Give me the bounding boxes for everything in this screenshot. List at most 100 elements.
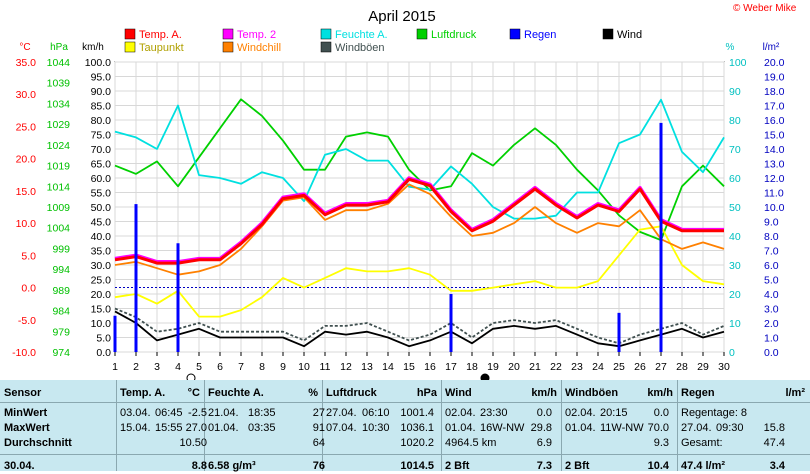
x-tick-label: 6 [217,361,223,373]
wind-cell: 0.0 [536,407,552,419]
rain-tick-label: 8.0 [764,231,779,243]
feuchte-cell [208,436,278,451]
feuchte-cell: 76 [312,460,325,472]
rain-tick-label: 18.0 [764,86,785,98]
wind-tick-label: 45.0 [91,217,112,229]
sensor-header: Sensor [4,387,42,399]
windboeen-cell [565,436,635,451]
wind-tick-label: 70.0 [91,144,112,156]
rain-tick-label: 11.0 [764,188,784,200]
rain-tick-label: 13.0 [764,159,785,171]
x-tick-label: 14 [382,361,394,373]
temp-cell: 06:45 [155,407,183,419]
windboeen-cell: 2 Bft [565,460,590,472]
rain-bar [134,204,138,352]
windboeen-cell: 02.04. [565,407,596,419]
x-tick-label: 12 [340,361,352,373]
temp-tick-label: 0.0 [21,283,36,295]
rain-axis-unit: l/m² [763,42,780,53]
humid-tick-label: 30 [729,260,741,272]
x-tick-label: 23 [571,361,583,373]
temp-cell: 10.50 [179,437,207,449]
rain-bar [176,243,180,352]
wind-tick-label: 75.0 [91,130,112,142]
rain-tick-label: 17.0 [764,101,785,113]
temp-axis-unit: °C [19,42,30,53]
regen-cell: 27.04. [681,422,712,434]
x-tick-label: 30 [718,361,730,373]
press-tick-label: 974 [52,347,70,359]
x-tick-label: 4 [175,361,181,373]
luftdruck-cell: 1036.1 [400,422,434,434]
x-tick-label: 26 [634,361,646,373]
regen-cell: Regentage: 8 [681,407,748,419]
wind-cell: 2 Bft [445,460,470,472]
luftdruck-cell: 07.04. [326,422,357,434]
temp-cell: -2.5 [188,407,207,419]
wind-axis-unit: km/h [82,42,104,53]
rain-tick-label: 2.0 [764,318,779,330]
wind-tick-label: 55.0 [91,188,112,200]
temp-tick-label: 5.0 [21,250,36,262]
x-tick-label: 5 [196,361,202,373]
legend-entry: Temp. 2 [237,29,276,41]
press-tick-label: 979 [52,326,70,338]
rain-tick-label: 20.0 [764,57,785,69]
rain-tick-label: 16.0 [764,115,785,127]
legend-swatch [124,41,136,53]
rain-tick-label: 10.0 [764,202,785,214]
temp-cell: 27.0 [185,422,207,434]
feuchte-cell: 27 [312,407,325,419]
press-tick-label: 999 [52,243,70,255]
feuchte-header: Feuchte A. [208,387,264,399]
copyright-label: © Weber Mike [733,3,797,14]
rain-tick-label: 12.0 [764,173,785,185]
series-windb-en-line [114,307,725,345]
regen-cell: 15.8 [763,422,785,434]
wind-tick-label: 10.0 [91,318,112,330]
windboeen-cell: 9.3 [653,437,669,449]
luftdruck-unit: hPa [416,387,437,399]
rain-tick-label: 6.0 [764,260,779,272]
rain-tick-label: 7.0 [764,246,779,258]
wind-cell: 29.8 [530,422,552,434]
series-taupunkt-line [114,225,725,318]
windboeen-unit: km/h [647,387,673,399]
wind-tick-label: 15.0 [91,304,112,316]
wind-tick-label: 0.0 [96,347,111,359]
legend-swatch [320,28,332,40]
weather-chart: April 2015 °C hPa km/h% l/m² -10.0 -5.0 0.0 5.0 1… [12,8,785,380]
wind-cell: 7.3 [536,460,552,472]
press-tick-label: 1024 [47,140,71,152]
wind-tick-label: 90.0 [91,86,112,98]
legend-entry: Windböen [335,42,385,54]
wind-tick-label: 65.0 [91,159,112,171]
row-label: MaxWert [4,422,50,434]
wind-tick-label: 30.0 [91,260,112,272]
wind-unit: km/h [531,387,557,399]
legend-swatch [602,28,614,40]
regen-cell [748,406,785,421]
row-label: Durchschnitt [4,437,72,449]
temp-unit: °C [187,387,200,399]
wind-tick-label: 35.0 [91,246,112,258]
windboeen-cell: 10.4 [647,460,669,472]
legend-entry: Feuchte A. [335,29,388,41]
stats-row: MaxWert 15.04. 15:55 27.0 01.04. 03:35 91 07.04… [0,421,810,436]
regen-unit: l/m² [785,387,805,399]
x-tick-label: 21 [529,361,541,373]
rain-bar [617,312,621,352]
x-tick-label: 10 [298,361,310,373]
windboeen-cell: 20:15 [600,407,628,419]
feuchte-cell: 03:35 [248,422,276,434]
x-tick-label: 22 [550,361,562,373]
rain-bar [449,294,453,352]
rain-tick-label: 19.0 [764,72,785,84]
rain-bar [659,122,663,353]
regen-cell: 47.4 l/m² [681,460,726,472]
press-tick-label: 1004 [47,223,71,235]
press-axis-unit: hPa [50,42,68,53]
temp-tick-label: 35.0 [16,57,37,69]
legend-swatch [509,28,521,40]
legend-entry: Luftdruck [431,29,477,41]
